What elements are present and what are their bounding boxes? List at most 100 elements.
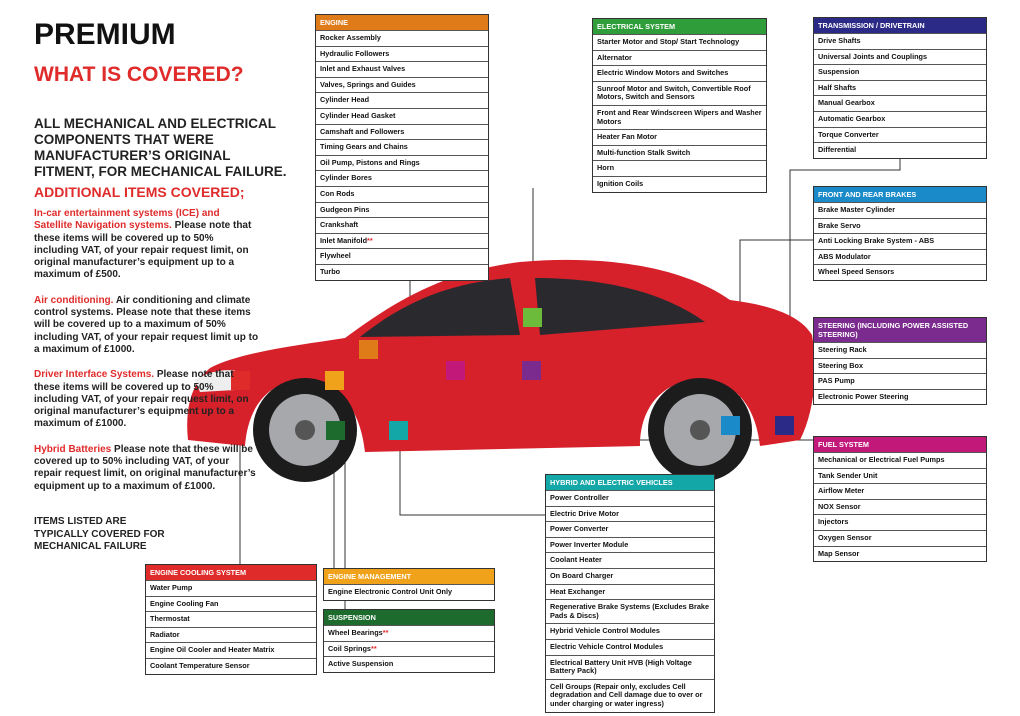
- panel-item: Ignition Coils: [593, 175, 766, 192]
- panel-item: Brake Master Cylinder: [814, 202, 986, 218]
- title: PREMIUM: [34, 18, 176, 51]
- panel: STEERING (INCLUDING POWER ASSISTED STEER…: [813, 317, 987, 406]
- panel-item: Electric Drive Motor: [546, 505, 714, 522]
- panel-item: Regenerative Brake Systems (Excludes Bra…: [546, 599, 714, 623]
- panel: ENGINE COOLING SYSTEM Water Pump Engine Co…: [145, 564, 317, 675]
- panel-item: Engine Cooling Fan: [146, 595, 316, 612]
- panel-title: FRONT AND REAR BRAKES: [814, 187, 986, 202]
- item-mark: **: [370, 643, 377, 653]
- panel-item: Manual Gearbox: [814, 95, 986, 111]
- panel-item: Wheel Speed Sensors: [814, 264, 986, 280]
- subtitle: WHAT IS COVERED?: [34, 63, 244, 86]
- markers: [231, 308, 794, 440]
- panel-item: Starter Motor and Stop/ Start Technology: [593, 34, 766, 50]
- item-text: Air conditioning and climate control sys…: [34, 294, 259, 355]
- panel-item: Alternator: [593, 49, 766, 66]
- panel-title: HYBRID AND ELECTRIC VEHICLES: [546, 475, 714, 490]
- item-mark: **: [382, 628, 389, 637]
- footnote: ITEMS LISTED ARE TYPICALLY COVERED FOR M…: [34, 516, 165, 552]
- panel-title: SUSPENSION: [324, 610, 494, 625]
- panel-item: Cell Groups (Repair only, excludes Cell …: [546, 678, 714, 712]
- panel-item: Con Rods: [316, 185, 488, 202]
- panel-item: Coolant Temperature Sensor: [146, 657, 316, 674]
- panel-item: Electric Window Motors and Switches: [593, 65, 766, 81]
- panel-title: ELECTRICAL SYSTEM: [593, 19, 766, 34]
- panel: FUEL SYSTEM Mechanical or Electrical Fuel…: [813, 436, 987, 563]
- panel-item: Cylinder Head: [316, 92, 488, 108]
- panel-item: Rocker Assembly: [316, 30, 488, 46]
- panel-item: Mechanical or Electrical Fuel Pumps: [814, 452, 986, 468]
- panel-item: Turbo: [316, 263, 488, 280]
- panel-item: Camshaft and Followers: [316, 123, 488, 140]
- panel-item: Differential: [814, 142, 986, 158]
- panel-item: Cylinder Head Gasket: [316, 107, 488, 124]
- panel-item: Suspension: [814, 64, 986, 80]
- panel-item: Torque Converter: [814, 126, 986, 143]
- panel-item: Valves, Springs and Guides: [316, 76, 488, 93]
- panel-item: Sunroof Motor and Switch, Convertible Ro…: [593, 80, 766, 105]
- panel-item: Drive Shafts: [814, 33, 986, 49]
- item-mark: **: [367, 235, 373, 245]
- panel-item: On Board Charger: [546, 567, 714, 584]
- panel-item: Multi-function Stalk Switch: [593, 144, 766, 161]
- panel-item: Water Pump: [146, 580, 316, 596]
- panel-title: ENGINE: [316, 15, 488, 30]
- additional-item: In-car entertainment systems (ICE) and S…: [34, 208, 259, 282]
- panel-item: PAS Pump: [814, 373, 986, 389]
- item-text: Inlet Manifold: [320, 235, 368, 245]
- panel: ELECTRICAL SYSTEM Starter Motor and Stop/…: [592, 18, 767, 193]
- panel-item: Tank Sender Unit: [814, 467, 986, 484]
- panel-item: Steering Box: [814, 357, 986, 374]
- car: [187, 259, 815, 482]
- panel-item: Wheel Bearings**: [324, 625, 494, 641]
- panel-item: Thermostat: [146, 611, 316, 627]
- panel-item: Oxygen Sensor: [814, 529, 986, 546]
- panel-item: Hybrid Vehicle Control Modules: [546, 623, 714, 639]
- additional-heading: ADDITIONAL ITEMS COVERED;: [34, 184, 245, 200]
- panel-item: Power Converter: [546, 521, 714, 537]
- panel-item: Electric Vehicle Control Modules: [546, 638, 714, 655]
- panel: ENGINE Rocker Assembly Hydraulic Followers…: [315, 14, 489, 281]
- panel: HYBRID AND ELECTRIC VEHICLES Power Contro…: [545, 474, 715, 713]
- panel: SUSPENSION Wheel Bearings** Coil Springs**…: [323, 609, 495, 673]
- item-highlight: Driver Interface Systems.: [34, 369, 155, 381]
- panel-item: Injectors: [814, 514, 986, 530]
- panel-item: Flywheel: [316, 248, 488, 264]
- panel-title: ENGINE COOLING SYSTEM: [146, 565, 316, 580]
- item-highlight: In-car entertainment systems (ICE) and S…: [34, 208, 220, 232]
- panel-title: TRANSMISSION / DRIVETRAIN: [814, 18, 986, 33]
- panel: TRANSMISSION / DRIVETRAIN Drive Shafts Uni…: [813, 17, 987, 159]
- panel-item: Coil Springs**: [324, 640, 494, 657]
- panel-item: Cylinder Bores: [316, 170, 488, 186]
- additional-item: Air conditioning. Air conditioning and c…: [34, 295, 259, 356]
- panel-item: Hydraulic Followers: [316, 45, 488, 62]
- panel-item: Front and Rear Windscreen Wipers and Was…: [593, 104, 766, 129]
- panel-item: Active Suspension: [324, 656, 494, 672]
- item-text: Wheel Bearings: [328, 628, 383, 637]
- item-text: Please note that these will be covered u…: [34, 443, 256, 492]
- panel-item: Inlet and Exhaust Valves: [316, 61, 488, 77]
- panel-title: ENGINE MANAGEMENT: [324, 569, 494, 584]
- panel-item: Heater Fan Motor: [593, 129, 766, 145]
- panel-item: Universal Joints and Couplings: [814, 48, 986, 65]
- panel-item: Crankshaft: [316, 217, 488, 233]
- panel-item: Radiator: [146, 626, 316, 643]
- panel-title: STEERING (INCLUDING POWER ASSISTED STEER…: [814, 318, 986, 342]
- panel-item: Horn: [593, 160, 766, 176]
- panel-item: Steering Rack: [814, 342, 986, 358]
- panel-item: Brake Servo: [814, 217, 986, 234]
- panel-title: FUEL SYSTEM: [814, 437, 986, 452]
- panel-item: Map Sensor: [814, 545, 986, 562]
- panel-item: Automatic Gearbox: [814, 110, 986, 127]
- panel-item: Gudgeon Pins: [316, 201, 488, 218]
- panel: FRONT AND REAR BRAKES Brake Master Cylind…: [813, 186, 987, 281]
- item-highlight: Hybrid Batteries: [34, 443, 112, 455]
- panel-item: Anti Locking Brake System - ABS: [814, 233, 986, 249]
- intro: ALL MECHANICAL AND ELECTRICAL COMPONENTS…: [34, 116, 287, 179]
- item-text: Coil Springs: [328, 643, 371, 653]
- panel-item: Oil Pump, Pistons and Rings: [316, 154, 488, 171]
- panel-item: Coolant Heater: [546, 552, 714, 568]
- panel-item: Power Controller: [546, 490, 714, 506]
- panel-item: Electronic Power Steering: [814, 388, 986, 405]
